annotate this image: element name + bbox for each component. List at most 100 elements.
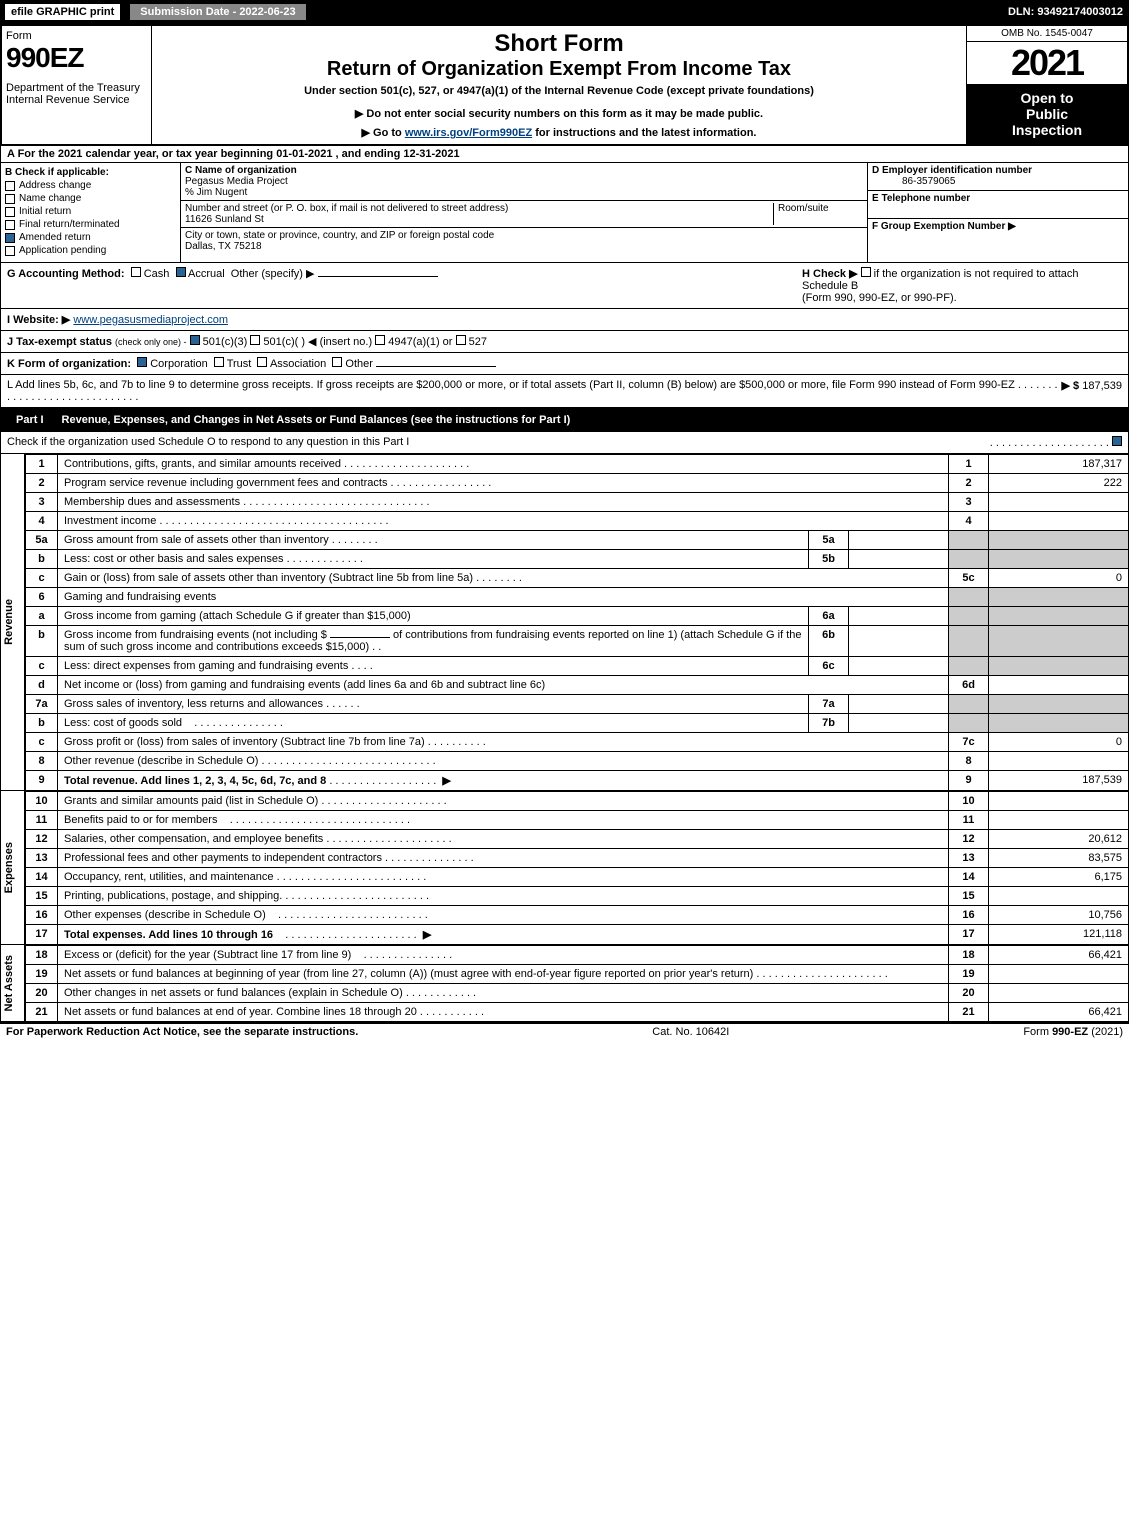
line-6d: dNet income or (loss) from gaming and fu… <box>26 676 1129 695</box>
website-link[interactable]: www.pegasusmediaproject.com <box>73 314 228 326</box>
checkbox-final-return[interactable] <box>5 220 15 230</box>
line-18: 18Excess or (deficit) for the year (Subt… <box>26 946 1129 965</box>
dln-label: DLN: 93492174003012 <box>1008 6 1129 18</box>
line-6c: cLess: direct expenses from gaming and f… <box>26 657 1129 676</box>
irs-link[interactable]: www.irs.gov/Form990EZ <box>405 127 532 139</box>
form-word: Form <box>6 30 147 42</box>
fundraising-amount-input[interactable] <box>330 637 390 638</box>
footer: For Paperwork Reduction Act Notice, see … <box>0 1022 1129 1040</box>
section-H: H Check ▶ if the organization is not req… <box>802 267 1122 304</box>
line-6b: bGross income from fundraising events (n… <box>26 626 1129 657</box>
line-9: 9Total revenue. Add lines 1, 2, 3, 4, 5c… <box>26 771 1129 791</box>
line-13: 13Professional fees and other payments t… <box>26 849 1129 868</box>
checkbox-schedule-o[interactable] <box>1112 436 1122 446</box>
checkbox-application-pending[interactable] <box>5 246 15 256</box>
checkbox-527[interactable] <box>456 335 466 345</box>
ssn-note: ▶ Do not enter social security numbers o… <box>156 107 962 120</box>
submission-date-button[interactable]: Submission Date - 2022-06-23 <box>129 3 306 21</box>
form-number: 990EZ <box>6 42 147 74</box>
section-A: A For the 2021 calendar year, or tax yea… <box>0 146 1129 163</box>
checkbox-501c3[interactable] <box>190 335 200 345</box>
line-14: 14Occupancy, rent, utilities, and mainte… <box>26 868 1129 887</box>
checkbox-other-org[interactable] <box>332 357 342 367</box>
line-6a: aGross income from gaming (attach Schedu… <box>26 607 1129 626</box>
line-5a: 5aGross amount from sale of assets other… <box>26 531 1129 550</box>
line-16: 16Other expenses (describe in Schedule O… <box>26 906 1129 925</box>
line-15: 15Printing, publications, postage, and s… <box>26 887 1129 906</box>
section-I: I Website: ▶ www.pegasusmediaproject.com <box>0 309 1129 331</box>
city: Dallas, TX 75218 <box>185 241 262 252</box>
footer-left: For Paperwork Reduction Act Notice, see … <box>6 1026 358 1038</box>
checkbox-501c[interactable] <box>250 335 260 345</box>
checkbox-accrual[interactable] <box>176 267 186 277</box>
line-6: 6Gaming and fundraising events <box>26 588 1129 607</box>
line-5b: bLess: cost or other basis and sales exp… <box>26 550 1129 569</box>
footer-right: Form 990-EZ (2021) <box>1023 1026 1123 1038</box>
line-8: 8Other revenue (describe in Schedule O) … <box>26 752 1129 771</box>
section-L: L Add lines 5b, 6c, and 7b to line 9 to … <box>0 375 1129 408</box>
form-header: Form 990EZ Department of the Treasury In… <box>0 24 1129 146</box>
line-21: 21Net assets or fund balances at end of … <box>26 1003 1129 1022</box>
expenses-section: Expenses 10Grants and similar amounts pa… <box>0 791 1129 945</box>
line-5c: cGain or (loss) from sale of assets othe… <box>26 569 1129 588</box>
line-19: 19Net assets or fund balances at beginni… <box>26 965 1129 984</box>
revenue-table: 1Contributions, gifts, grants, and simil… <box>25 454 1129 791</box>
line-12: 12Salaries, other compensation, and empl… <box>26 830 1129 849</box>
section-C: C Name of organization Pegasus Media Pro… <box>181 163 868 262</box>
other-method-input[interactable] <box>318 276 438 277</box>
section-G: G Accounting Method: Cash Accrual Other … <box>7 267 438 304</box>
org-name: Pegasus Media Project <box>185 176 288 187</box>
line-20: 20Other changes in net assets or fund ba… <box>26 984 1129 1003</box>
line-7c: cGross profit or (loss) from sales of in… <box>26 733 1129 752</box>
line-1: 1Contributions, gifts, grants, and simil… <box>26 455 1129 474</box>
return-title: Return of Organization Exempt From Incom… <box>156 58 962 81</box>
checkbox-cash[interactable] <box>131 267 141 277</box>
row-BCDEF: B Check if applicable: Address change Na… <box>0 163 1129 263</box>
efile-button[interactable]: efile GRAPHIC print <box>4 3 121 21</box>
line-7b: bLess: cost of goods sold . . . . . . . … <box>26 714 1129 733</box>
line-10: 10Grants and similar amounts paid (list … <box>26 792 1129 811</box>
checkbox-trust[interactable] <box>214 357 224 367</box>
line-3: 3Membership dues and assessments . . . .… <box>26 493 1129 512</box>
tax-year: 2021 <box>967 42 1127 84</box>
revenue-section: Revenue 1Contributions, gifts, grants, a… <box>0 454 1129 791</box>
section-K: K Form of organization: Corporation Trus… <box>0 353 1129 375</box>
checkbox-corporation[interactable] <box>137 357 147 367</box>
net-assets-table: 18Excess or (deficit) for the year (Subt… <box>25 945 1129 1022</box>
net-assets-section: Net Assets 18Excess or (deficit) for the… <box>0 945 1129 1022</box>
line-2: 2Program service revenue including gover… <box>26 474 1129 493</box>
expenses-label: Expenses <box>3 842 23 893</box>
street: 11626 Sunland St <box>185 214 264 225</box>
section-B: B Check if applicable: Address change Na… <box>1 163 181 262</box>
open-to-public: Open toPublicInspection <box>967 84 1127 144</box>
part1-header: Part I Revenue, Expenses, and Changes in… <box>0 408 1129 432</box>
care-of: % Jim Nugent <box>185 187 247 198</box>
top-bar: efile GRAPHIC print Submission Date - 20… <box>0 0 1129 24</box>
goto-note: ▶ Go to www.irs.gov/Form990EZ for instru… <box>156 126 962 139</box>
dept-label: Department of the Treasury Internal Reve… <box>6 82 147 106</box>
checkbox-schedule-b[interactable] <box>861 267 871 277</box>
line-11: 11Benefits paid to or for members . . . … <box>26 811 1129 830</box>
row-GH: G Accounting Method: Cash Accrual Other … <box>0 263 1129 309</box>
checkbox-address-change[interactable] <box>5 181 15 191</box>
line-17: 17Total expenses. Add lines 10 through 1… <box>26 925 1129 945</box>
ein: 86-3579065 <box>872 176 955 187</box>
footer-center: Cat. No. 10642I <box>652 1026 729 1038</box>
subtitle: Under section 501(c), 527, or 4947(a)(1)… <box>156 85 962 97</box>
section-DEF: D Employer identification number 86-3579… <box>868 163 1128 262</box>
omb-number: OMB No. 1545-0047 <box>967 26 1127 42</box>
part1-check-row: Check if the organization used Schedule … <box>0 432 1129 454</box>
net-assets-label: Net Assets <box>3 955 23 1011</box>
line-4: 4Investment income . . . . . . . . . . .… <box>26 512 1129 531</box>
checkbox-initial-return[interactable] <box>5 207 15 217</box>
checkbox-amended-return[interactable] <box>5 233 15 243</box>
line-7a: 7aGross sales of inventory, less returns… <box>26 695 1129 714</box>
checkbox-association[interactable] <box>257 357 267 367</box>
section-J: J Tax-exempt status (check only one) - 5… <box>0 331 1129 353</box>
short-form-title: Short Form <box>156 30 962 58</box>
checkbox-name-change[interactable] <box>5 194 15 204</box>
gross-receipts: 187,539 <box>1082 380 1122 392</box>
revenue-label: Revenue <box>3 599 23 645</box>
checkbox-4947[interactable] <box>375 335 385 345</box>
other-org-input[interactable] <box>376 366 496 367</box>
